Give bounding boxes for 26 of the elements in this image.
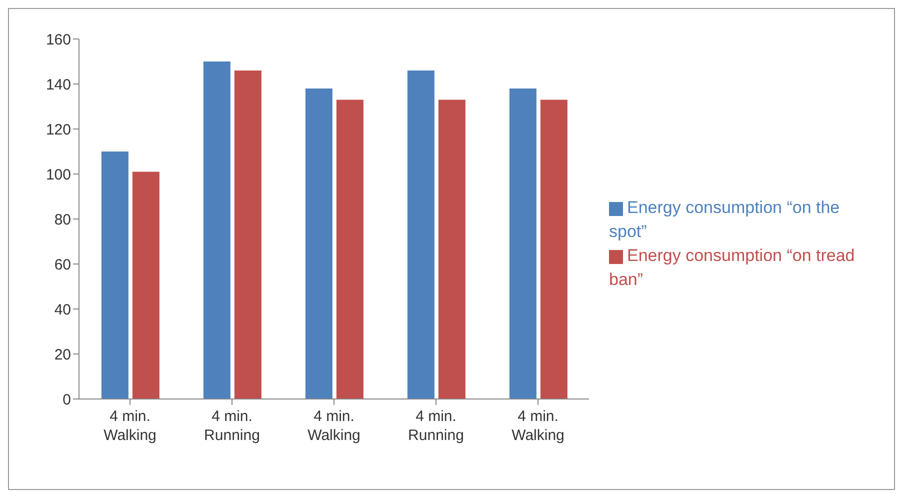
y-tick-label: 60 bbox=[54, 256, 71, 274]
x-tick-label: 4 min. Walking bbox=[512, 408, 564, 444]
y-tick-label: 20 bbox=[54, 346, 71, 364]
y-tick-label: 0 bbox=[62, 391, 71, 408]
bar bbox=[305, 88, 332, 399]
bar bbox=[203, 62, 230, 399]
bar bbox=[132, 172, 160, 399]
y-tick-label: 140 bbox=[46, 76, 71, 94]
bar bbox=[336, 100, 364, 399]
legend-label: Energy consumption “on tread ban” bbox=[609, 246, 855, 289]
bar bbox=[438, 100, 466, 399]
y-tick-label: 100 bbox=[46, 166, 71, 184]
bar bbox=[509, 88, 536, 399]
y-tick-label: 120 bbox=[46, 121, 71, 138]
x-tick-label: 4 min. Running bbox=[204, 408, 260, 444]
legend-label: Energy consumption “on the spot” bbox=[609, 198, 840, 241]
x-tick-label: 4 min. Walking bbox=[104, 408, 156, 444]
bar bbox=[101, 152, 128, 399]
x-tick-label: 4 min. Walking bbox=[308, 408, 360, 444]
y-tick-label: 160 bbox=[46, 31, 71, 48]
bar bbox=[407, 70, 434, 399]
bar bbox=[234, 70, 262, 399]
x-tick-label: 4 min. Running bbox=[408, 408, 464, 444]
bar bbox=[540, 100, 568, 399]
y-tick-label: 80 bbox=[54, 211, 71, 228]
y-tick-label: 40 bbox=[54, 301, 71, 318]
